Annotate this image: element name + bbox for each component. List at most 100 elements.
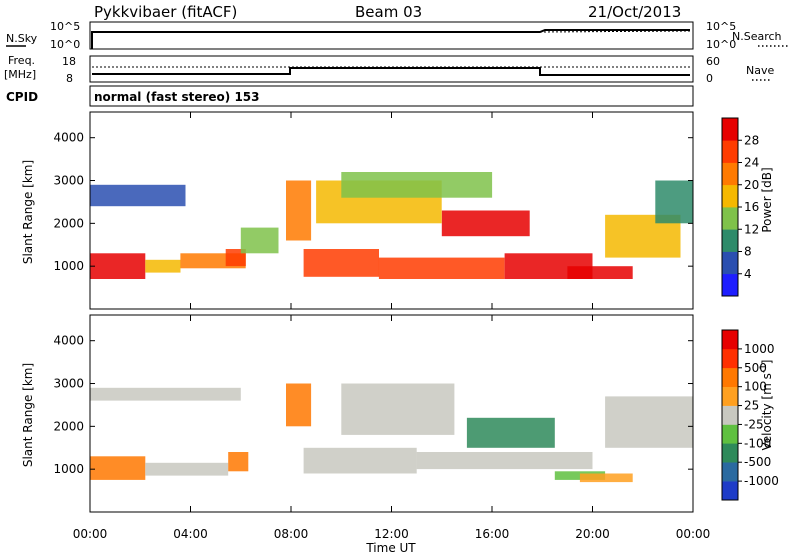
freq-tick-top: 18 [62,55,76,68]
colorbar-tick-label: 1000 [744,342,775,356]
x-tick-label: 00:00 [73,527,108,541]
colorbar-bin [722,443,738,463]
power-band [240,227,279,254]
colorbar-tick-label: 8 [744,245,752,259]
velocity-colorbar-label: Velocity [m s-1] [759,360,774,451]
cpid-strip: CPID normal (fast stereo) 153 [6,85,694,107]
colorbar-bin [722,405,738,425]
nave-tick-top: 60 [706,55,720,68]
power-y-axis: 1000 2000 3000 4000 [53,131,693,273]
velocity-y-axis: 1000 2000 3000 4000 [53,334,693,476]
velocity-band [286,383,312,427]
velocity-colorbar: 1000 500 100 25 -25 -100 -500 -1000 [721,329,779,501]
freq-label-line2: [MHz] [4,68,36,81]
power-band [303,249,379,277]
x-tick-label: 08:00 [274,527,309,541]
y-tick-label: 4000 [53,334,84,348]
power-ylabel: Slant Range [km] [21,160,35,264]
y-tick-label: 1000 [53,259,84,273]
colorbar-bin [722,140,738,163]
velocity-band [605,396,693,448]
freq-strip: Freq. [MHz] 18 8 60 0 Nave [4,54,774,85]
y-tick-label: 4000 [53,131,84,145]
velocity-band [145,462,229,476]
x-tick-label: 16:00 [475,527,510,541]
colorbar-bin [722,386,738,406]
velocity-panel: 1000 2000 3000 4000 Slant Range [km] 1000 50… [21,314,779,513]
colorbar-bin [722,481,738,501]
power-heatmap [90,172,693,279]
power-panel: 1000 2000 3000 4000 Slant Range [km] 4 8 12 16… [21,111,774,310]
x-tick-label: 04:00 [173,527,208,541]
station-title: Pykkvibaer (fitACF) [94,3,237,21]
colorbar-bin [722,162,738,186]
nsky-strip: N.Sky 10^5 10^0 10^5 10^0 N.Search [6,20,790,51]
nsearch-tick-bottom: 10^0 [706,38,736,51]
colorbar-tick-label: -25 [744,417,764,431]
colorbar-bin [722,367,738,387]
power-band [225,249,246,267]
y-tick-label: 3000 [53,377,84,391]
y-tick-label: 2000 [53,419,84,433]
nsearch-label: N.Search [732,30,782,43]
x-tick-label: 12:00 [374,527,409,541]
power-colorbar-label: Power [dB] [760,167,774,232]
velocity-band [90,387,241,401]
x-tick-label: 20:00 [575,527,610,541]
colorbar-tick-label: 24 [744,156,759,170]
colorbar-bin [722,207,738,230]
cpid-text: normal (fast stereo) 153 [94,90,260,104]
power-band [341,172,493,198]
velocity-band [579,473,633,483]
power-band [655,180,693,224]
power-band [145,259,181,273]
velocity-band [303,447,417,474]
nsky-tick-bottom: 10^0 [50,38,80,51]
power-band [90,184,186,207]
nsky-label: N.Sky [6,32,38,45]
nave-label: Nave [746,64,774,77]
freq-tick-bottom: 8 [66,72,73,85]
nave-tick-bottom: 0 [706,72,713,85]
velocity-band [341,383,455,435]
colorbar-bin [722,118,738,141]
colorbar-tick-label: 4 [744,267,752,281]
colorbar-bin [722,424,738,444]
colorbar-bin [722,251,738,275]
colorbar-tick-label: 25 [744,399,759,413]
time-x-axis: 00:00 04:00 08:00 12:00 16:00 20:00 00:00 [73,112,711,541]
colorbar-bin [722,229,738,252]
velocity-band [466,417,555,448]
colorbar-tick-label: 20 [744,178,759,192]
nsearch-tick-top: 10^5 [706,20,736,33]
velocity-band [90,456,146,480]
velocity-heatmap [90,383,693,483]
velocity-band [228,452,249,472]
power-band [441,210,530,237]
colorbar-bin [722,273,738,297]
colorbar-tick-label: 16 [744,200,759,214]
colorbar-tick-label: -500 [744,455,771,469]
power-colorbar: 4 8 12 16 20 24 28 [721,117,759,297]
y-tick-label: 3000 [53,174,84,188]
cpid-label: CPID [6,90,38,104]
nsky-tick-top: 10^5 [50,20,80,33]
colorbar-bin [722,462,738,482]
y-tick-label: 1000 [53,462,84,476]
y-tick-label: 2000 [53,216,84,230]
power-band [567,266,633,279]
colorbar-bin [722,348,738,369]
colorbar-frame [721,329,739,501]
x-tick-label: 00:00 [676,527,711,541]
colorbar-tick-label: -1000 [744,474,779,488]
colorbar-tick-label: 100 [744,380,767,394]
power-band [90,253,146,279]
colorbar-tick-label: 500 [744,361,767,375]
colorbar-tick-label: -100 [744,436,771,450]
x-axis-label: Time UT [365,541,416,554]
colorbar-tick-label: 12 [744,222,759,236]
colorbar-tick-label: 28 [744,133,759,147]
beam-title: Beam 03 [355,3,422,21]
velocity-band [416,452,593,470]
